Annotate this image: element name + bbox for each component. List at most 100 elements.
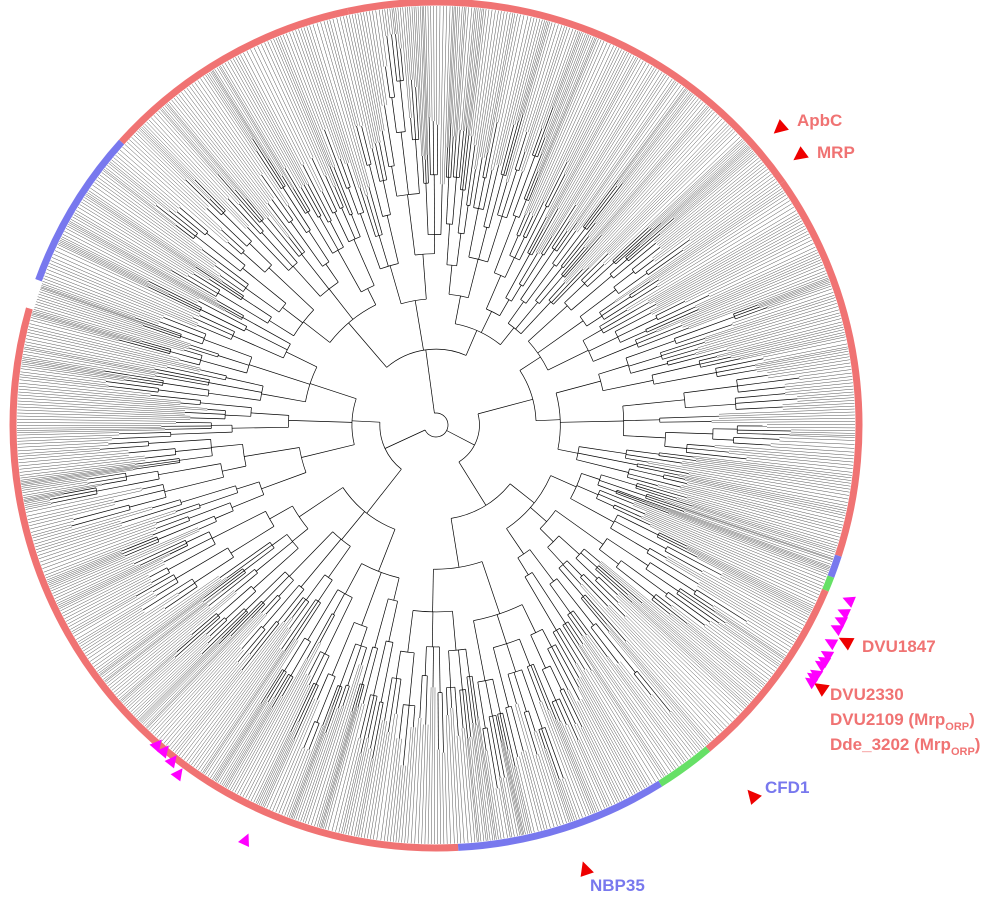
tree-branch [522, 215, 534, 237]
leaf-branch [578, 644, 664, 777]
tree-branch [206, 232, 246, 266]
branch-arc [328, 673, 336, 677]
tree-branch [599, 489, 634, 505]
leaf-branch [682, 181, 778, 250]
leaf-branch [439, 749, 441, 845]
tree-branch [716, 364, 756, 373]
branch-arc [570, 473, 582, 499]
leaf-branch [264, 42, 325, 177]
leaf-branch [654, 220, 803, 303]
tree-branch [176, 211, 206, 236]
tree-branch [633, 673, 652, 696]
leaf-branch [68, 224, 226, 311]
tree-branch [209, 620, 228, 637]
tree-branch [686, 452, 747, 460]
leaf-branch [525, 26, 568, 153]
tree-branch [561, 246, 585, 275]
leaf-branch [60, 559, 163, 612]
tree-branch [303, 721, 315, 749]
leaf-branch [24, 494, 64, 503]
tree-branch [537, 320, 584, 354]
tree-branch [309, 383, 357, 400]
leaf-branch [38, 291, 143, 327]
label-dvu1847: DVU1847 [862, 637, 936, 656]
branch-arc [370, 694, 378, 697]
branch-arc [332, 246, 344, 254]
tree-branch [492, 679, 501, 714]
leaf-branch [22, 356, 105, 371]
leaf-branch [364, 720, 385, 838]
leaf-branch [655, 223, 804, 305]
tree-branch [203, 568, 243, 598]
leaf-branch [126, 634, 208, 709]
leaf-branch [583, 102, 704, 247]
leaf-branch [72, 216, 218, 300]
leaf-branch [505, 22, 553, 182]
leaf-branch [341, 753, 361, 834]
leaf-branch [68, 581, 152, 627]
branch-arc [446, 686, 455, 689]
tree-branch [178, 359, 200, 366]
magenta-marker-icon [156, 745, 169, 759]
leaf-branch [590, 670, 659, 781]
leaf-branch [312, 24, 366, 196]
leaf-branch [565, 52, 629, 175]
tree-branch [521, 604, 537, 633]
tree-branch [190, 344, 219, 355]
tree-branch [174, 617, 221, 658]
leaf-branch [25, 341, 155, 369]
leaf-branch [16, 428, 166, 431]
tree-branch [200, 402, 252, 408]
tree-branch [384, 677, 393, 721]
tree-branch [563, 688, 583, 728]
label-apbc: ApbC [797, 111, 842, 130]
leaf-branch [785, 385, 854, 393]
leaf-branch [568, 73, 665, 221]
leaf-branch [538, 37, 597, 178]
tree-branch [459, 690, 464, 729]
leaf-branch [79, 204, 194, 275]
leaf-branch [21, 365, 124, 381]
tree-branch [316, 673, 329, 700]
tree-branch [399, 80, 406, 132]
tree-branch [267, 670, 285, 698]
leaf-branch [165, 660, 238, 746]
tree-branch [96, 478, 160, 492]
tree-branch [518, 253, 538, 285]
leaf-branch [306, 26, 360, 188]
branch-arc [473, 207, 484, 210]
leaf-branch [17, 432, 120, 436]
leaf-branch [227, 695, 282, 789]
tree-branch [505, 253, 531, 298]
tree-branch [148, 280, 202, 309]
leaf-branch [698, 583, 795, 643]
tree-branch [289, 531, 333, 577]
tree-branch [523, 712, 538, 755]
tree-branch [601, 296, 631, 316]
tree-branch [300, 538, 342, 588]
tree-branch [565, 623, 580, 645]
tree-branch [655, 300, 685, 317]
tree-branch [664, 550, 703, 573]
leaf-branch [31, 315, 119, 340]
leaf-branch [163, 650, 244, 744]
leaf-branch [51, 257, 193, 319]
tree-branch [269, 505, 293, 520]
leaf-branch [472, 9, 490, 136]
tree-branch [646, 552, 699, 585]
leaf-branch [67, 225, 225, 312]
leaf-branch [17, 439, 112, 445]
tree-branch [519, 206, 547, 261]
leaf-branch [327, 703, 363, 830]
leaf-branch [660, 153, 756, 235]
tree-branch [385, 66, 391, 98]
branch-arc [542, 665, 551, 670]
leaf-branch [174, 669, 242, 753]
branch-arc [625, 449, 627, 459]
tree-branch [552, 632, 580, 678]
leaf-branch [659, 152, 755, 234]
leaf-branch [97, 177, 217, 265]
tree-branch [261, 232, 293, 267]
tree-branch [234, 572, 258, 592]
tree-branch [462, 135, 470, 190]
